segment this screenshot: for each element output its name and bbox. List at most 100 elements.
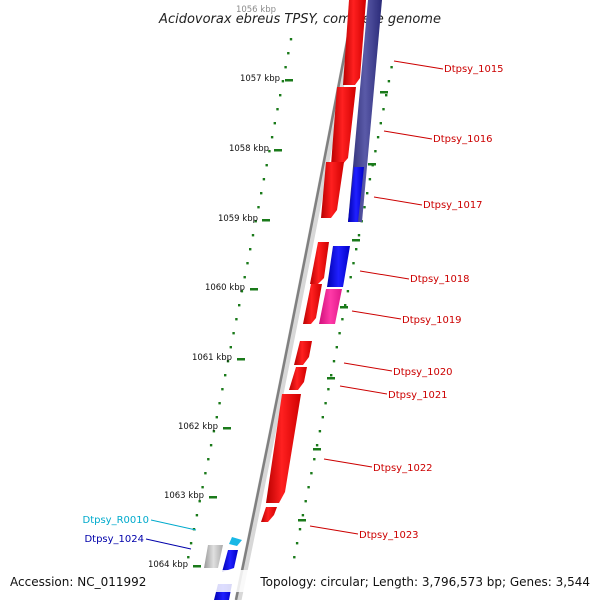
ruler-dot (201, 486, 204, 489)
ruler-dot (304, 500, 307, 503)
ruler-dot (279, 94, 282, 97)
ruler-dot (363, 206, 366, 209)
gene-r0010-arrow[interactable] (229, 537, 242, 546)
ruler-dot (307, 486, 310, 489)
ruler-dot (368, 178, 372, 181)
ruler-dot (281, 80, 285, 83)
ruler-dot (209, 444, 213, 447)
ruler-dot (235, 318, 238, 321)
gene-1019[interactable] (319, 289, 342, 324)
ruler-dot (330, 374, 333, 377)
ruler-dot (341, 318, 344, 321)
ruler-dot (232, 332, 235, 335)
gene-1023[interactable] (261, 507, 277, 522)
ruler-dot (276, 108, 279, 111)
ruler-dot (262, 178, 266, 181)
ruler-dot (379, 122, 382, 125)
gene-1018-forward[interactable] (310, 242, 329, 284)
ruler-dot (229, 346, 232, 349)
ruler-dot (374, 150, 377, 153)
ruler-dot (318, 430, 322, 433)
ruler-dot (238, 304, 241, 307)
ruler-dot (349, 276, 352, 279)
ruler-dot (215, 416, 218, 419)
ruler-dot (376, 136, 380, 139)
ruler-dot (327, 388, 330, 391)
gene-features (204, 0, 382, 600)
ruler-dot (385, 94, 388, 97)
ruler-dot (218, 402, 221, 405)
ruler-dot (301, 514, 305, 517)
gene-label[interactable]: Dtpsy_1021 (388, 390, 448, 401)
ruler-dot (268, 150, 271, 153)
label-leaders (145, 60, 444, 550)
ruler-dot (321, 416, 324, 419)
gene-1017-forward[interactable] (321, 162, 344, 218)
ruler-dot (332, 360, 336, 363)
ruler-dot (204, 472, 207, 475)
ruler-dot (346, 290, 350, 293)
gene-1022[interactable] (266, 394, 301, 503)
gene-1019-forward[interactable] (303, 284, 322, 324)
ruler-dot (243, 276, 246, 279)
ruler-dot (265, 164, 268, 167)
gene-label[interactable]: Dtpsy_1023 (359, 530, 419, 541)
gene-1016[interactable] (331, 87, 356, 165)
ruler-dot (207, 458, 210, 461)
gene-label[interactable]: Dtpsy_1015 (444, 64, 504, 75)
strand-ticks (298, 91, 388, 522)
gene-1021[interactable] (289, 367, 307, 390)
ruler-dot (338, 332, 341, 335)
ruler-dot (315, 444, 319, 447)
gene-label[interactable]: Dtpsy_1018 (410, 274, 470, 285)
ruler-dot (382, 108, 385, 111)
ruler-dot (344, 304, 347, 307)
ruler-tick-label: 1062 kbp (178, 422, 218, 432)
gene-label[interactable]: Dtpsy_1016 (433, 134, 493, 145)
ruler-dot (335, 346, 338, 349)
ruler-dot (260, 192, 263, 195)
ruler-dot (187, 556, 190, 559)
ruler-dot (298, 528, 302, 531)
genome-backbone (234, 0, 357, 600)
gene-labels: Dtpsy_1015 Dtpsy_1016 Dtpsy_1017 Dtpsy_1… (83, 64, 504, 545)
ruler-tick-label: 1056 kbp (236, 5, 276, 15)
ruler-ticks: 1056 kbp 1057 kbp 1058 kbp 1059 kbp 1060… (148, 5, 293, 570)
ruler-tick-label: 1064 kbp (148, 560, 188, 570)
ruler-tick-label: 1058 kbp (229, 144, 269, 154)
ruler-tick-label: 1059 kbp (218, 214, 258, 224)
gene-label[interactable]: Dtpsy_1024 (84, 534, 144, 545)
accession-text: Accession: NC_011992 (10, 575, 146, 589)
ruler-dot (254, 220, 257, 223)
ruler-dot (293, 556, 296, 559)
ruler-tick-label: 1061 kbp (192, 353, 232, 363)
gene-label[interactable]: Dtpsy_1020 (393, 367, 453, 378)
gene-1024[interactable] (222, 550, 238, 572)
gene-1018[interactable] (327, 246, 350, 287)
ruler-dot (224, 374, 227, 377)
ruler-dot (257, 206, 260, 209)
genome-summary-text: Topology: circular; Length: 3,796,573 bp… (259, 575, 590, 589)
ruler-dot (313, 458, 316, 461)
ruler-dot (270, 136, 274, 139)
gene-1015[interactable] (343, 0, 366, 85)
gene-1017[interactable] (348, 167, 364, 222)
ruler-dot (212, 430, 216, 433)
ruler-tick-label: 1063 kbp (164, 491, 204, 501)
gene-label[interactable]: Dtpsy_1022 (373, 463, 433, 474)
gene-label[interactable]: Dtpsy_R0010 (83, 515, 150, 526)
ruler-dot (273, 122, 276, 125)
ruler-dot (355, 248, 358, 251)
gene-label[interactable]: Dtpsy_1019 (402, 315, 462, 326)
gene-label[interactable]: Dtpsy_1017 (423, 200, 483, 211)
ruler-dot (357, 234, 361, 237)
ruler-dot (310, 472, 313, 475)
gene-r0010[interactable] (204, 545, 223, 568)
ruler-dot (289, 38, 293, 41)
ruler-tick-label: 1057 kbp (240, 74, 280, 84)
gene-1020[interactable] (294, 341, 312, 365)
ruler-dot (352, 262, 355, 265)
ruler-dot (198, 500, 201, 503)
gene-1015-reverse-band[interactable] (348, 0, 382, 222)
